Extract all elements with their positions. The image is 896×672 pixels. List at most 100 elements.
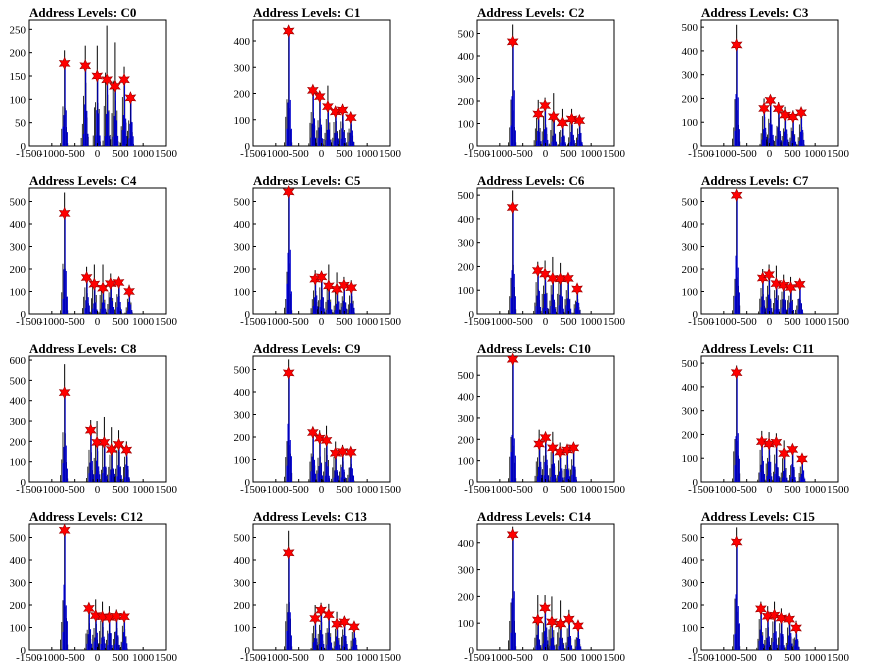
peak-marker-star-icon [83, 601, 95, 616]
x-tick-label: -1500 [464, 148, 490, 160]
x-tick-label: 1000 [356, 148, 379, 160]
peak-marker-star-icon [539, 430, 552, 445]
y-tick-label: 0 [469, 477, 475, 489]
y-tick-label: 300 [682, 242, 699, 254]
y-tick-label: 0 [469, 141, 475, 153]
histogram-peak [508, 526, 517, 650]
chart-panel-1: Address Levels: C1 0 100 200 300 400 -1500-100… [234, 5, 402, 160]
plot-frame [700, 523, 839, 651]
x-tick-label: 1500 [155, 652, 178, 664]
chart-panel-13: Address Levels: C13 0 100 200 300 400 500 -1500… [234, 509, 402, 664]
peak-marker-star-icon [120, 443, 133, 457]
y-tick-label: 200 [682, 600, 699, 612]
x-tick-label: 500 [784, 652, 801, 664]
chart-title: Address Levels: C8 [29, 341, 137, 356]
chart-title: Address Levels: C11 [701, 341, 814, 356]
x-tick-label: -1000 [39, 484, 65, 496]
peak-marker-star-icon [784, 280, 797, 295]
y-tick-label: 300 [458, 413, 475, 425]
chart-title: Address Levels: C2 [477, 5, 584, 20]
y-tick-label: 200 [682, 264, 699, 276]
x-tick-label: -500 [513, 316, 534, 328]
histogram-peak [780, 106, 789, 146]
x-tick-label: 1000 [132, 316, 155, 328]
y-tick-label: 100 [682, 287, 699, 299]
x-tick-label: -1000 [711, 484, 737, 496]
y-tick-label: 0 [21, 141, 27, 153]
y-tick-label: 500 [458, 190, 475, 202]
histogram-peak [779, 440, 788, 482]
y-tick-label: 200 [682, 93, 699, 105]
x-tick-label: -500 [289, 148, 310, 160]
chart-title: Address Levels: C15 [701, 509, 815, 524]
peak-marker-star-icon [282, 366, 295, 380]
plot-frame [28, 523, 167, 651]
histogram-peak [99, 416, 108, 482]
peak-marker-star-icon [282, 24, 295, 38]
x-tick-label: -1000 [487, 652, 513, 664]
peak-marker-star-icon [779, 108, 791, 122]
peak-marker-star-icon [336, 444, 349, 459]
x-tick-label: 1500 [155, 148, 178, 160]
x-tick-label: 0 [95, 148, 101, 160]
peak-marker-star-icon [567, 441, 580, 455]
y-tick-label: 200 [10, 48, 27, 60]
y-tick-label: 300 [234, 410, 251, 422]
peak-marker-star-icon [323, 607, 335, 622]
y-tick-label: 400 [458, 538, 475, 550]
y-tick-label: 100 [458, 456, 475, 468]
histogram-peak [125, 97, 134, 146]
peak-marker-star-icon [315, 270, 328, 284]
x-tick-label: 500 [112, 148, 129, 160]
x-tick-label: 1500 [155, 316, 178, 328]
peak-marker-star-icon [777, 278, 790, 292]
peak-marker-star-icon [539, 267, 551, 281]
x-tick-label: -1500 [240, 652, 266, 664]
x-tick-label: -500 [65, 148, 86, 160]
y-tick-label: 100 [234, 455, 251, 467]
x-tick-label: -1500 [240, 316, 266, 328]
x-tick-label: 1000 [804, 484, 827, 496]
y-tick-label: 400 [682, 382, 699, 394]
peak-marker-star-icon [84, 423, 97, 437]
peak-marker-star-icon [572, 619, 584, 633]
peak-marker-star-icon [506, 35, 519, 49]
peak-marker-star-icon [91, 435, 103, 450]
x-tick-label: -1500 [688, 484, 714, 496]
chart-title: Address Levels: C14 [477, 509, 591, 524]
peak-marker-star-icon [764, 93, 777, 108]
peak-marker-star-icon [532, 107, 545, 121]
histogram-peak [80, 45, 89, 146]
x-tick-label: 500 [560, 148, 577, 160]
x-tick-label: -1000 [711, 316, 737, 328]
y-tick-label: 200 [10, 264, 27, 276]
y-tick-label: 500 [458, 370, 475, 382]
peak-marker-star-icon [790, 621, 802, 635]
histogram-peak [316, 602, 325, 650]
x-tick-label: -1500 [240, 484, 266, 496]
histogram-peak [284, 26, 293, 146]
x-tick-label: 1000 [580, 484, 603, 496]
peak-marker-star-icon [562, 271, 574, 286]
x-tick-label: 1500 [603, 484, 626, 496]
peak-marker-star-icon [58, 523, 71, 538]
peak-marker-star-icon [730, 38, 743, 52]
peak-marker-star-icon [112, 275, 125, 290]
y-tick-label: 0 [21, 645, 27, 657]
y-tick-label: 0 [21, 309, 27, 321]
y-tick-label: 400 [234, 555, 251, 567]
peak-marker-star-icon [730, 535, 743, 549]
histogram-peak [92, 421, 101, 482]
peak-marker-star-icon [506, 200, 519, 215]
histogram-peak [548, 431, 557, 482]
x-tick-label: 0 [767, 652, 773, 664]
x-tick-label: 0 [95, 484, 101, 496]
x-tick-label: 1500 [603, 148, 626, 160]
peak-marker-star-icon [571, 282, 583, 296]
peak-marker-star-icon [282, 546, 295, 560]
y-tick-label: 200 [10, 600, 27, 612]
y-tick-label: 300 [10, 578, 27, 590]
y-tick-label: 50 [15, 118, 27, 130]
peak-marker-star-icon [506, 527, 519, 542]
x-tick-label: 1000 [132, 484, 155, 496]
